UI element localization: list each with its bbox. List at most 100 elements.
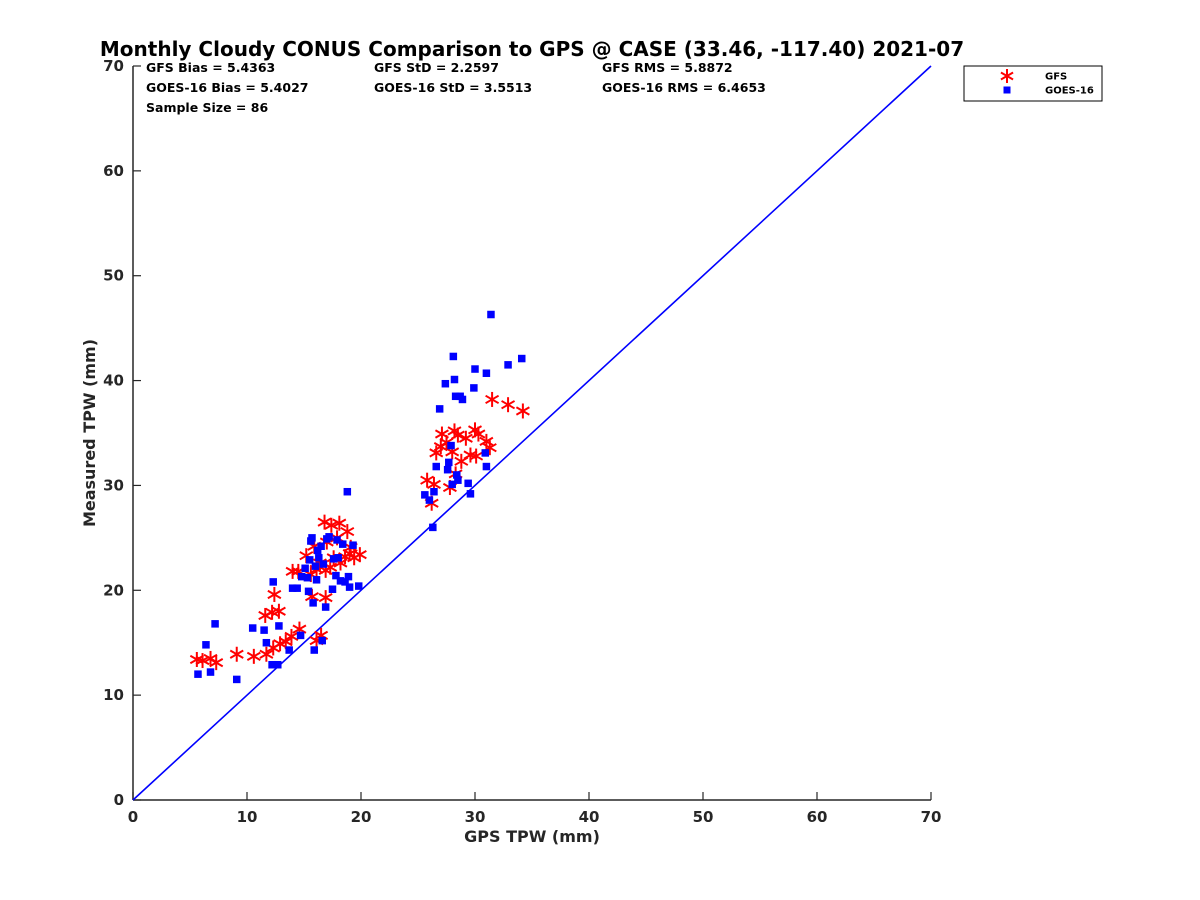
- y-tick-label: 30: [103, 476, 124, 494]
- goes16-point: [202, 641, 210, 649]
- goes16-point: [305, 556, 314, 564]
- goes16-point: [304, 587, 313, 596]
- stat-text: GOES-16 RMS = 6.4653: [602, 80, 766, 95]
- stat-text: GFS Bias = 5.4363: [146, 60, 275, 75]
- goes16-point: [345, 583, 354, 591]
- goes16-point: [458, 395, 467, 404]
- gfs-point: [332, 515, 347, 531]
- goes16-point: [308, 534, 316, 542]
- goes16-point: [336, 577, 345, 585]
- goes16-point: [481, 449, 490, 457]
- one-to-one-line: [132, 65, 932, 801]
- goes16-point: [430, 487, 438, 496]
- goes16-point: [441, 379, 450, 388]
- gfs-point: [485, 391, 500, 407]
- gfs-point: [285, 563, 300, 579]
- gfs-point: [271, 603, 286, 619]
- goes16-point: [206, 668, 215, 676]
- goes16-point: [321, 603, 330, 611]
- goes16-point: [344, 572, 353, 581]
- goes16-point: [317, 542, 325, 550]
- goes16-point: [309, 599, 317, 607]
- x-tick-label: 30: [465, 808, 486, 826]
- goes16-point: [343, 487, 352, 496]
- goes16-point: [274, 660, 282, 669]
- y-axis-label: Measured TPW (mm): [80, 339, 99, 527]
- goes16-point: [429, 523, 437, 532]
- goes16-point: [296, 631, 305, 640]
- series-goes-16: [194, 310, 526, 684]
- goes16-point: [487, 310, 495, 319]
- goes16-point: [268, 660, 276, 669]
- goes16-point: [341, 578, 349, 586]
- x-tick-label: 60: [807, 808, 828, 826]
- goes16-point: [329, 555, 338, 563]
- goes16-point: [310, 646, 319, 654]
- goes16-point: [470, 384, 478, 392]
- legend-marker-goes16: [1003, 86, 1011, 94]
- goes16-point: [311, 562, 320, 570]
- goes16-point: [464, 479, 472, 488]
- goes16-point: [318, 636, 326, 645]
- goes16-point: [482, 369, 491, 377]
- stat-text: GFS StD = 2.2597: [374, 60, 499, 75]
- goes16-point: [319, 560, 328, 568]
- y-tick-label: 0: [114, 791, 124, 809]
- goes16-point: [312, 576, 321, 584]
- series-gfs: [189, 391, 530, 671]
- gfs-point: [324, 517, 339, 533]
- goes16-point: [466, 490, 475, 498]
- goes16-point: [303, 573, 312, 582]
- gfs-point: [454, 453, 469, 469]
- goes16-point: [445, 458, 453, 467]
- goes16-point: [425, 496, 434, 504]
- legend-label: GFS: [1045, 72, 1067, 83]
- legend-marker-gfs: [1000, 69, 1014, 83]
- gfs-point: [501, 397, 516, 413]
- goes16-point: [315, 554, 323, 562]
- y-tick-label: 20: [103, 581, 124, 599]
- goes16-point: [332, 571, 340, 580]
- goes16-point: [275, 622, 283, 630]
- goes16-point: [269, 578, 277, 586]
- y-tick-label: 70: [103, 57, 124, 75]
- goes16-point: [328, 585, 337, 593]
- gfs-point: [352, 547, 367, 563]
- goes16-point: [288, 584, 297, 592]
- gfs-point: [209, 655, 224, 671]
- goes16-point: [260, 626, 268, 634]
- y-tick-label: 10: [103, 686, 124, 704]
- legend-box: [963, 65, 1103, 102]
- goes16-point: [325, 533, 333, 541]
- gfs-point: [515, 403, 530, 419]
- plot-area: 0 10 20 30 40 50 60 70 0 10 20 30 40 50 60 70 GPS TPW (m…: [80, 57, 941, 846]
- gfs-point: [340, 524, 355, 540]
- x-tick-label: 70: [921, 808, 942, 826]
- gfs-point: [450, 427, 465, 443]
- goes16-point: [194, 670, 202, 678]
- x-tick-label: 50: [693, 808, 714, 826]
- stat-text: GOES-16 Bias = 5.4027: [146, 80, 308, 95]
- stat-text: GOES-16 StD = 3.5513: [374, 80, 532, 95]
- x-tick-label: 10: [237, 808, 258, 826]
- y-tick-label: 50: [103, 267, 124, 285]
- goes16-point: [285, 646, 293, 654]
- goes16-point: [471, 365, 479, 373]
- gfs-point: [471, 426, 486, 442]
- goes16-point: [248, 624, 257, 632]
- y-tick-label: 40: [103, 372, 124, 390]
- gfs-point: [318, 590, 333, 606]
- gfs-point: [267, 586, 282, 602]
- goes16-point: [450, 375, 459, 384]
- x-tick-label: 20: [351, 808, 372, 826]
- goes16-point: [443, 465, 452, 474]
- goes16-point: [297, 572, 306, 581]
- goes16-point: [453, 471, 461, 479]
- goes16-point: [449, 352, 458, 361]
- goes16-point: [293, 584, 301, 592]
- gfs-point: [469, 448, 484, 464]
- goes16-point: [232, 675, 241, 684]
- goes16-point: [354, 582, 363, 590]
- stat-text: Sample Size = 86: [146, 100, 268, 115]
- gfs-point: [284, 628, 299, 644]
